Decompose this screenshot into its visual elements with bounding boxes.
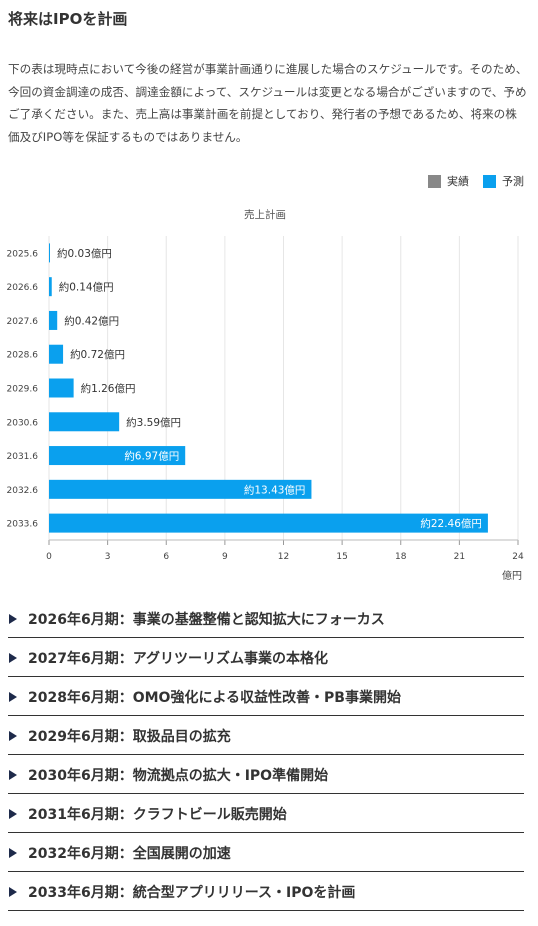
x-axis-unit: 億円 — [502, 569, 522, 582]
category-label: 2028.6 — [7, 351, 39, 361]
milestone-list: 2026年6月期：事業の基盤整備と認知拡大にフォーカス 2027年6月期：アグリツ… — [8, 600, 524, 912]
triangle-right-icon — [9, 847, 17, 858]
milestone-item[interactable]: 2033年6月期：統合型アプリリリース・IPOを計画 — [8, 873, 524, 911]
bar — [49, 479, 312, 499]
legend-item-actual[interactable]: 実績 — [428, 173, 469, 189]
x-tick-label: 6 — [163, 552, 169, 562]
category-label: 2026.6 — [7, 283, 39, 293]
triangle-right-icon — [9, 886, 17, 897]
milestone-label: 2031年6月期：クラフトビール販売開始 — [28, 806, 287, 823]
milestone-label: 2033年6月期：統合型アプリリリース・IPOを計画 — [28, 884, 356, 901]
chart-legend: 実績 予測 — [428, 173, 524, 189]
data-label: 約13.43億円 — [244, 483, 306, 496]
category-label: 2025.6 — [7, 249, 39, 259]
category-label: 2030.6 — [7, 418, 39, 428]
bar — [49, 310, 58, 330]
triangle-right-icon — [9, 691, 17, 702]
data-label: 約6.97億円 — [124, 450, 179, 463]
milestone-item[interactable]: 2030年6月期：物流拠点の拡大・IPO準備開始 — [8, 756, 524, 794]
x-tick-label: 12 — [278, 552, 289, 562]
x-tick-label: 15 — [336, 552, 347, 562]
x-tick-label: 18 — [395, 552, 407, 562]
chart-title: 売上計画 — [244, 208, 286, 221]
sales-plan-chart: 売上計画 0 3 6 9 12 15 18 21 24 億円 2025.6 約0.03億円 2026.6 約… — [7, 208, 524, 582]
data-label: 約3.59億円 — [126, 416, 181, 429]
x-tick-label: 3 — [105, 552, 111, 562]
x-tick-label: 21 — [454, 552, 465, 562]
milestone-item[interactable]: 2032年6月期：全国展開の加速 — [8, 834, 524, 872]
bar — [49, 513, 488, 533]
category-label: 2027.6 — [7, 317, 39, 327]
bar — [49, 378, 74, 398]
triangle-right-icon — [9, 652, 17, 663]
legend-label-forecast: 予測 — [502, 175, 524, 188]
milestone-label: 2027年6月期：アグリツーリズム事業の本格化 — [28, 650, 329, 667]
category-label: 2033.6 — [7, 520, 39, 530]
triangle-right-icon — [9, 808, 17, 819]
milestone-label: 2026年6月期：事業の基盤整備と認知拡大にフォーカス — [28, 611, 385, 628]
legend-swatch-forecast — [483, 174, 496, 188]
bar — [49, 446, 186, 466]
x-tick-label: 24 — [512, 552, 524, 562]
x-tick-label: 9 — [222, 552, 228, 562]
milestone-label: 2029年6月期：取扱品目の拡充 — [28, 728, 231, 745]
milestone-item[interactable]: 2027年6月期：アグリツーリズム事業の本格化 — [8, 639, 524, 677]
data-label: 約0.42億円 — [64, 314, 119, 327]
section-title: 将来はIPOを計画 — [8, 10, 128, 28]
data-label: 約22.46億円 — [420, 517, 482, 530]
milestone-item[interactable]: 2031年6月期：クラフトビール販売開始 — [8, 795, 524, 833]
category-label: 2032.6 — [7, 486, 39, 496]
x-tick-label: 0 — [46, 552, 52, 562]
milestone-item[interactable]: 2026年6月期：事業の基盤整備と認知拡大にフォーカス — [8, 600, 524, 638]
legend-item-forecast[interactable]: 予測 — [483, 173, 524, 189]
bar — [49, 243, 50, 263]
intro-text: 下の表は現時点において今後の経営が事業計画通りに進展した場合のスケジュールです。… — [8, 62, 528, 144]
legend-label-actual: 実績 — [447, 175, 469, 188]
triangle-right-icon — [9, 730, 17, 741]
bar — [49, 412, 120, 432]
legend-swatch-actual — [428, 174, 441, 188]
data-label: 約0.72億円 — [70, 348, 125, 361]
milestone-label: 2028年6月期：OMO強化による収益性改善・PB事業開始 — [28, 689, 401, 706]
bar — [49, 277, 52, 297]
milestone-item[interactable]: 2028年6月期：OMO強化による収益性改善・PB事業開始 — [8, 678, 524, 716]
milestone-item[interactable]: 2029年6月期：取扱品目の拡充 — [8, 717, 524, 755]
data-label: 約1.26億円 — [81, 382, 136, 395]
data-label: 約0.03億円 — [57, 247, 112, 260]
milestone-label: 2030年6月期：物流拠点の拡大・IPO準備開始 — [28, 767, 329, 784]
triangle-right-icon — [9, 769, 17, 780]
milestone-label: 2032年6月期：全国展開の加速 — [28, 845, 231, 862]
category-label: 2031.6 — [7, 452, 39, 462]
bar — [49, 344, 64, 364]
triangle-right-icon — [9, 613, 17, 624]
category-label: 2029.6 — [7, 385, 39, 395]
data-label: 約0.14億円 — [59, 281, 114, 294]
